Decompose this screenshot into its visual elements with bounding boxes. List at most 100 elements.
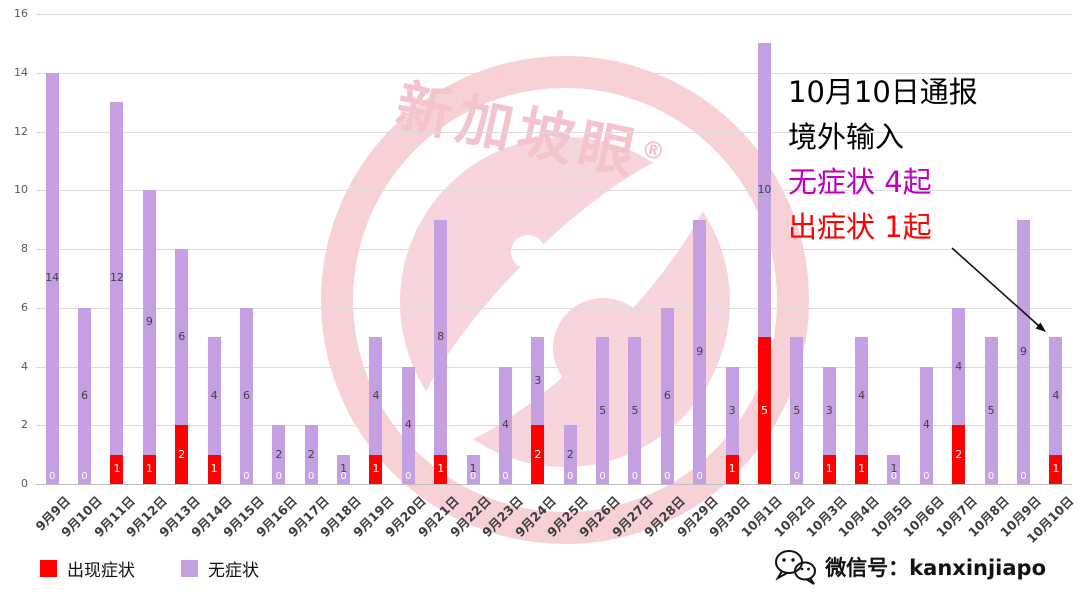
gridline <box>36 131 1072 133</box>
y-tick-label: 0 <box>21 477 28 490</box>
bar-segment-asymptomatic <box>596 337 610 484</box>
wechat-label: 微信号：kanxinjiapo <box>825 556 1046 580</box>
symptomatic-zero-label: 0 <box>275 471 282 482</box>
symptomatic-value-label: 1 <box>372 462 380 476</box>
bar-segment-asymptomatic <box>855 337 869 455</box>
asymptomatic-value-label: 5 <box>631 403 639 417</box>
symptomatic-zero-label: 0 <box>567 471 574 482</box>
symptomatic-zero-label: 0 <box>81 471 88 482</box>
bar-segment-asymptomatic <box>660 307 674 484</box>
bar-segment-asymptomatic <box>337 454 351 484</box>
bar-segment-asymptomatic <box>984 337 998 484</box>
bar-segment-asymptomatic <box>563 425 577 484</box>
symptomatic-value-label: 5 <box>760 403 768 417</box>
symptomatic-value-label: 2 <box>178 447 186 461</box>
y-tick-label: 4 <box>21 359 28 373</box>
asymptomatic-value-label: 4 <box>501 418 509 432</box>
bar-segment-symptomatic <box>110 454 124 484</box>
wechat-credit: 微信号：kanxinjiapo <box>772 548 1046 586</box>
symptomatic-zero-label: 0 <box>923 471 930 482</box>
asymptomatic-value-label: 8 <box>437 330 445 344</box>
asymptomatic-value-label: 3 <box>728 403 736 417</box>
gridline <box>36 484 1072 485</box>
bar-segment-symptomatic <box>142 454 156 484</box>
legend-swatch <box>181 560 198 577</box>
asymptomatic-value-label: 4 <box>922 418 930 432</box>
symptomatic-value-label: 1 <box>113 462 121 476</box>
symptomatic-value-label: 2 <box>534 447 542 461</box>
asymptomatic-value-label: 4 <box>372 388 380 402</box>
asymptomatic-value-label: 5 <box>599 403 607 417</box>
bar-segment-asymptomatic <box>175 249 189 426</box>
asymptomatic-value-label: 5 <box>793 403 801 417</box>
bar-segment-asymptomatic <box>207 337 221 455</box>
symptomatic-zero-label: 0 <box>664 471 671 482</box>
annotation: 10月10日通报 境外输入 无症状 4起 出症状 1起 <box>788 70 978 250</box>
bar-segment-symptomatic <box>822 454 836 484</box>
symptomatic-value-label: 1 <box>858 462 866 476</box>
bar-segment-asymptomatic <box>628 337 642 484</box>
asymptomatic-value-label: 4 <box>955 359 963 373</box>
symptomatic-zero-label: 0 <box>469 471 477 482</box>
y-tick-label: 14 <box>14 65 28 79</box>
gridline <box>36 72 1072 74</box>
bar-segment-asymptomatic <box>110 102 124 455</box>
symptomatic-value-label: 1 <box>145 462 153 476</box>
bar-segment-symptomatic <box>175 425 189 484</box>
symptomatic-value-label: 1 <box>210 462 218 476</box>
bar-segment-asymptomatic <box>790 337 804 484</box>
bar-segment-asymptomatic <box>531 337 545 426</box>
annotation-line: 境外输入 <box>788 120 905 154</box>
annotation-line: 无症状 4起 <box>788 165 932 199</box>
y-tick-label: 12 <box>14 124 28 138</box>
y-tick-label: 8 <box>21 242 28 255</box>
asymptomatic-value-label: 4 <box>210 388 218 402</box>
asymptomatic-value-label: 2 <box>307 447 315 461</box>
legend-label: 无症状 <box>208 561 259 581</box>
bar-segment-asymptomatic <box>822 366 836 455</box>
gridline <box>36 249 1072 250</box>
bar-segment-asymptomatic <box>401 366 415 484</box>
wechat-icon <box>775 550 817 585</box>
bar-segment-symptomatic <box>207 454 221 484</box>
asymptomatic-value-label: 1 <box>469 462 477 476</box>
bar-segment-asymptomatic <box>369 337 383 455</box>
gridline <box>36 425 1072 427</box>
symptomatic-zero-label: 0 <box>599 471 606 482</box>
y-tick-label: 2 <box>21 418 28 432</box>
gridline <box>36 307 1072 309</box>
symptomatic-zero-label: 0 <box>793 471 800 482</box>
symptomatic-zero-label: 0 <box>502 471 509 482</box>
bar-segment-asymptomatic <box>142 190 156 455</box>
asymptomatic-value-label: 9 <box>696 344 704 358</box>
annotation-line: 10月10日通报 <box>788 75 978 109</box>
asymptomatic-value-label: 1 <box>340 462 348 476</box>
asymptomatic-value-label: 2 <box>275 447 283 461</box>
symptomatic-value-label: 1 <box>825 462 833 476</box>
symptomatic-zero-label: 0 <box>987 471 995 482</box>
legend-item: 无症状 <box>181 556 259 581</box>
bar-segment-asymptomatic <box>952 307 966 426</box>
bar-segment-asymptomatic <box>1049 337 1063 455</box>
asymptomatic-value-label: 1 <box>890 462 898 476</box>
symptomatic-zero-label: 0 <box>696 471 703 482</box>
symptomatic-zero-label: 0 <box>308 471 315 482</box>
bar-segment-asymptomatic <box>498 366 512 484</box>
bar-segment-symptomatic <box>434 454 448 484</box>
legend-label: 出现症状 <box>67 561 135 581</box>
symptomatic-zero-label: 0 <box>340 471 347 482</box>
asymptomatic-value-label: 3 <box>825 403 833 417</box>
symptomatic-zero-label: 0 <box>405 471 412 482</box>
bar-segment-symptomatic <box>531 425 545 484</box>
asymptomatic-value-label: 4 <box>1052 388 1060 402</box>
asymptomatic-value-label: 6 <box>81 388 89 402</box>
bar-segment-asymptomatic <box>919 366 933 484</box>
y-tick-label: 16 <box>14 7 28 20</box>
legend: 出现症状 无症状 <box>40 556 259 581</box>
asymptomatic-value-label: 6 <box>242 388 250 402</box>
asymptomatic-value-label: 12 <box>109 271 124 285</box>
symptomatic-value-label: 1 <box>728 462 736 476</box>
bar-segment-asymptomatic <box>887 454 901 484</box>
gridline <box>36 190 1072 192</box>
